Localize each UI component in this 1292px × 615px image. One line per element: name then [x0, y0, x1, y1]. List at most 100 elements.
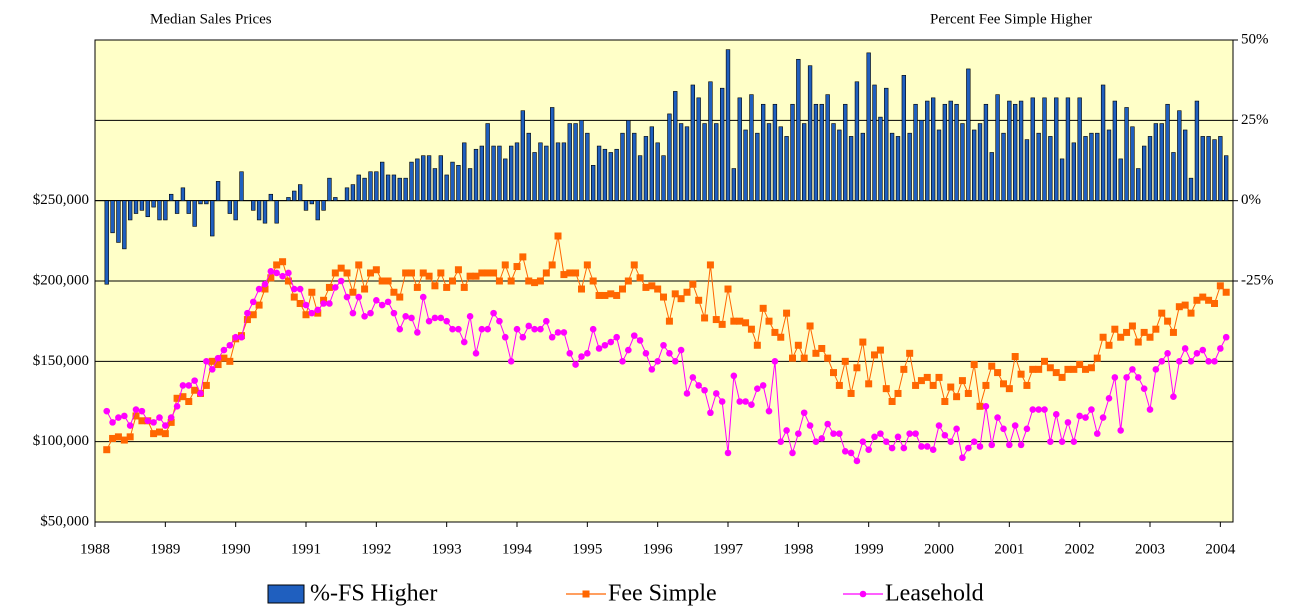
bar [315, 200, 320, 221]
bar [719, 87, 725, 201]
marker [929, 381, 937, 389]
bar [421, 155, 426, 201]
bar [426, 155, 432, 201]
bar [204, 200, 209, 205]
bar [380, 161, 385, 201]
bar [637, 155, 643, 201]
marker [841, 357, 849, 365]
marker [478, 269, 486, 277]
marker [214, 354, 222, 362]
marker [220, 346, 228, 354]
marker [683, 288, 691, 296]
marker [267, 268, 275, 275]
marker [871, 351, 879, 359]
marker [126, 433, 134, 441]
marker [742, 398, 749, 405]
bar [819, 103, 824, 201]
marker [976, 443, 984, 450]
marker [408, 269, 416, 277]
marker [695, 296, 703, 304]
bar [1212, 139, 1217, 201]
marker [601, 341, 609, 349]
marker [601, 291, 609, 299]
marker [824, 420, 831, 428]
marker [1017, 370, 1025, 378]
bar [889, 132, 895, 201]
bar [520, 110, 526, 201]
bar [854, 81, 860, 201]
marker [543, 317, 550, 325]
bar [1059, 158, 1065, 201]
bar [626, 120, 631, 201]
marker [536, 277, 544, 285]
marker [185, 398, 193, 405]
marker [437, 269, 445, 277]
marker [290, 293, 298, 301]
bar [286, 197, 291, 201]
marker [666, 350, 673, 357]
marker [115, 414, 122, 421]
marker [1222, 333, 1230, 341]
marker [460, 283, 468, 291]
marker [689, 280, 697, 288]
bar [227, 200, 232, 214]
bar [954, 103, 959, 201]
marker [583, 261, 591, 269]
bar [837, 129, 842, 201]
bar [1124, 107, 1129, 201]
marker [501, 261, 509, 269]
marker [894, 389, 902, 397]
marker [138, 407, 146, 415]
marker [736, 398, 744, 405]
marker [841, 448, 849, 455]
bar [491, 145, 496, 201]
marker [431, 282, 439, 290]
marker [953, 393, 961, 401]
marker [835, 381, 843, 389]
bar [930, 97, 936, 201]
marker [425, 272, 433, 280]
marker [853, 364, 861, 372]
bar [503, 158, 508, 201]
marker [748, 401, 755, 409]
marker [1187, 358, 1195, 365]
bar [186, 200, 191, 214]
bar [122, 200, 127, 250]
marker [812, 349, 820, 357]
marker [660, 341, 667, 349]
marker [882, 385, 890, 393]
y2-tick-label: 0% [1241, 192, 1261, 208]
marker [554, 232, 562, 240]
bar [913, 103, 918, 201]
marker [1064, 365, 1072, 373]
marker [613, 291, 621, 299]
marker [326, 300, 333, 307]
bar [1224, 155, 1229, 201]
bar [766, 123, 772, 201]
marker [1199, 346, 1207, 354]
y2-title: Percent Fee Simple Higher [930, 11, 1092, 27]
bar [1188, 177, 1194, 201]
bar [673, 91, 678, 201]
marker [1123, 374, 1130, 381]
marker [496, 317, 503, 325]
bar [960, 123, 965, 201]
bar [526, 132, 531, 201]
bar [737, 97, 742, 201]
bar [210, 200, 215, 237]
marker [308, 288, 316, 296]
marker [1158, 309, 1166, 317]
marker [1199, 293, 1207, 301]
marker [484, 269, 492, 277]
marker [460, 338, 468, 346]
bar [151, 200, 156, 208]
bar [731, 168, 737, 201]
marker [970, 438, 978, 445]
bar [620, 132, 625, 201]
marker [718, 320, 726, 328]
bar [350, 184, 356, 201]
marker [1029, 365, 1037, 373]
marker [753, 341, 761, 349]
marker [994, 414, 1001, 421]
marker [906, 349, 914, 357]
